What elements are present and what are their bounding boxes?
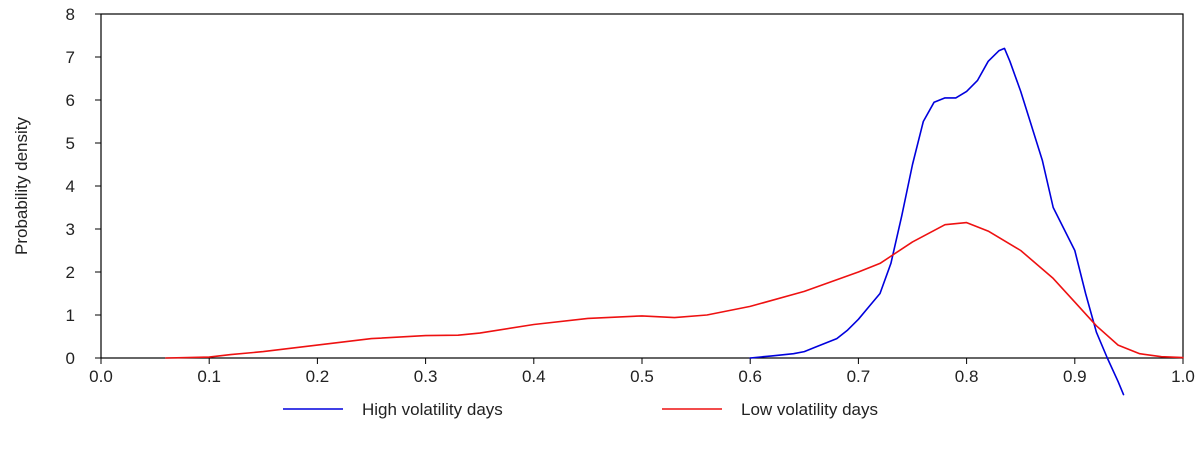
x-tick-label: 0.3 (414, 367, 438, 386)
x-tick-label: 0.2 (306, 367, 330, 386)
y-tick-label: 5 (66, 134, 75, 153)
y-tick-label: 8 (66, 5, 75, 24)
x-tick-label: 0.4 (522, 367, 546, 386)
x-axis: 0.0 0.1 0.2 0.3 0.4 0.5 0.6 0.7 0.8 0.9 1.0 (89, 358, 1195, 386)
x-tick-label: 0.1 (197, 367, 221, 386)
series-line-high-volatility (749, 47, 1125, 396)
x-tick-label: 1.0 (1171, 367, 1195, 386)
y-tick-label: 2 (66, 263, 75, 282)
series-layer (165, 47, 1184, 396)
x-tick-label: 0.7 (847, 367, 871, 386)
y-tick-label: 1 (66, 306, 75, 325)
legend: High volatility days Low volatility days (283, 400, 878, 419)
x-tick-label: 0.6 (738, 367, 762, 386)
x-tick-label: 0.8 (955, 367, 979, 386)
y-tick-label: 7 (66, 48, 75, 67)
y-tick-label: 3 (66, 220, 75, 239)
y-axis-title: Probability density (12, 117, 31, 255)
x-tick-label: 0.0 (89, 367, 113, 386)
y-tick-label: 0 (66, 349, 75, 368)
y-axis: 0 1 2 3 4 5 6 7 8 (66, 5, 101, 368)
plot-frame (100, 13, 1184, 359)
series-line-low-volatility (165, 221, 1184, 359)
y-tick-label: 4 (66, 177, 75, 196)
legend-label: Low volatility days (741, 400, 878, 419)
y-tick-label: 6 (66, 91, 75, 110)
legend-label: High volatility days (362, 400, 503, 419)
x-tick-label: 0.9 (1063, 367, 1087, 386)
x-tick-label: 0.5 (630, 367, 654, 386)
